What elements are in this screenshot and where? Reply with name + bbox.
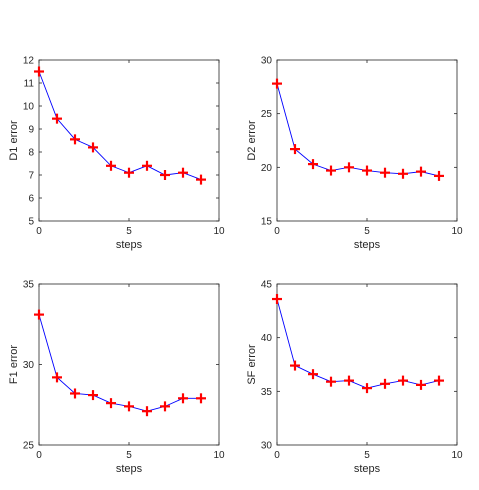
y-tick-label: 7 (28, 171, 34, 182)
data-point (326, 376, 336, 387)
x-tick-label: 5 (364, 226, 370, 237)
y-tick-label: 6 (28, 194, 34, 205)
series-line (38, 314, 201, 412)
data-point (106, 398, 116, 409)
data-point (160, 170, 170, 180)
data-point (106, 160, 116, 171)
data-point (70, 388, 80, 399)
data-point (344, 375, 354, 386)
data-point (272, 294, 282, 305)
data-point (344, 162, 354, 173)
data-point (124, 401, 134, 412)
y-axis-label: D2 error (246, 120, 258, 161)
y-axis-label: F1 error (8, 345, 20, 384)
data-point (362, 165, 372, 176)
data-point (416, 379, 426, 390)
data-point (290, 144, 300, 155)
y-tick-label: 30 (261, 56, 273, 67)
data-point (142, 406, 152, 417)
y-axis-label: D1 error (8, 120, 20, 161)
x-tick-label: 5 (126, 226, 132, 237)
data-point (34, 66, 44, 77)
x-axis-label: steps (354, 463, 381, 475)
y-tick-label: 8 (28, 148, 34, 159)
data-point (434, 375, 444, 386)
y-tick-label: 9 (28, 125, 34, 136)
data-point (34, 309, 44, 320)
y-tick-label: 35 (23, 280, 35, 291)
data-point (272, 78, 282, 89)
data-point (124, 167, 134, 178)
x-tick-label: 0 (36, 450, 42, 461)
data-point (380, 378, 390, 389)
data-point (398, 375, 408, 386)
data-point (416, 166, 426, 177)
x-tick-label: 0 (274, 226, 280, 237)
y-tick-label: 10 (23, 102, 35, 113)
data-point (398, 168, 408, 179)
x-tick-label: 10 (451, 226, 463, 237)
x-tick-label: 0 (274, 450, 280, 461)
data-point (326, 165, 336, 176)
y-tick-label: 25 (261, 109, 273, 120)
data-point (160, 401, 170, 412)
y-tick-label: 15 (261, 217, 273, 228)
data-point (142, 160, 152, 171)
x-tick-label: 0 (36, 226, 42, 237)
y-tick-label: 35 (261, 387, 273, 398)
series-line (276, 83, 440, 177)
y-tick-label: 20 (261, 163, 273, 174)
subplot-2: 0 5 10 15 20 25 30 steps D2 error (246, 56, 463, 252)
data-point (434, 170, 444, 181)
data-point (178, 393, 188, 404)
data-point (362, 383, 372, 394)
y-tick-label: 5 (28, 217, 34, 228)
x-axis-label: steps (116, 239, 143, 251)
data-point (52, 113, 62, 124)
data-point (52, 372, 62, 383)
data-point (178, 167, 188, 178)
axes-box (276, 59, 458, 222)
y-axis-label: SF error (246, 344, 258, 385)
y-tick-label: 25 (23, 441, 35, 452)
data-point (380, 167, 390, 178)
data-point (88, 142, 98, 153)
axes-box (38, 283, 220, 446)
data-point (290, 360, 300, 371)
data-point (70, 134, 80, 145)
x-tick-label: 10 (213, 450, 225, 461)
data-point (308, 159, 318, 170)
axes-box (276, 283, 458, 446)
axes-box (38, 59, 220, 222)
data-point (88, 390, 98, 401)
x-axis-label: steps (354, 239, 381, 251)
x-tick-label: 5 (126, 450, 132, 461)
y-tick-label: 45 (261, 280, 273, 291)
subplot-4: 0 5 10 30 35 40 45 steps SF error (246, 280, 463, 476)
series-line (38, 71, 202, 181)
y-tick-label: 40 (261, 333, 273, 344)
y-tick-label: 12 (23, 56, 35, 67)
y-tick-label: 30 (261, 441, 273, 452)
x-tick-label: 10 (213, 226, 225, 237)
y-tick-label: 30 (23, 360, 35, 371)
data-point (308, 369, 318, 380)
data-point (196, 393, 206, 404)
x-tick-label: 5 (364, 450, 370, 461)
series-line (276, 298, 440, 389)
data-point (196, 174, 206, 185)
x-tick-label: 10 (451, 450, 463, 461)
x-axis-label: steps (116, 463, 143, 475)
subplot-3: 0 5 10 25 30 35 steps F1 error (8, 280, 225, 476)
y-tick-label: 11 (24, 79, 35, 90)
